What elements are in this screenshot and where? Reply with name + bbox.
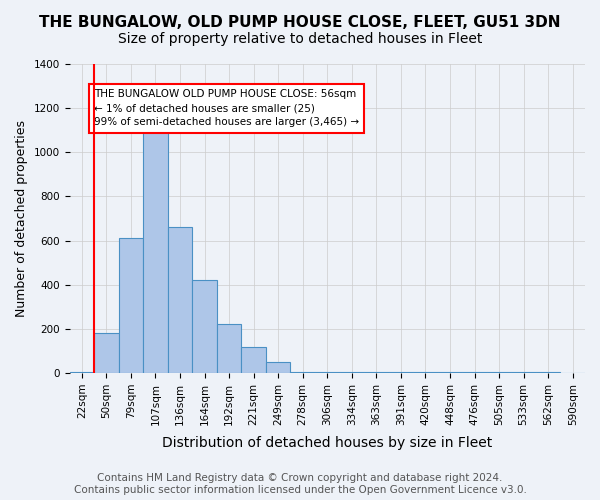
Y-axis label: Number of detached properties: Number of detached properties: [15, 120, 28, 317]
Bar: [340, 372, 364, 373]
Bar: [290, 372, 315, 373]
Bar: [487, 372, 511, 373]
Text: THE BUNGALOW, OLD PUMP HOUSE CLOSE, FLEET, GU51 3DN: THE BUNGALOW, OLD PUMP HOUSE CLOSE, FLEE…: [39, 15, 561, 30]
Bar: [143, 128, 168, 373]
Text: Contains HM Land Registry data © Crown copyright and database right 2024.
Contai: Contains HM Land Registry data © Crown c…: [74, 474, 526, 495]
Text: THE BUNGALOW OLD PUMP HOUSE CLOSE: 56sqm
← 1% of detached houses are smaller (25: THE BUNGALOW OLD PUMP HOUSE CLOSE: 56sqm…: [94, 90, 359, 128]
X-axis label: Distribution of detached houses by size in Fleet: Distribution of detached houses by size …: [162, 436, 493, 450]
Bar: [438, 372, 462, 373]
Bar: [315, 372, 340, 373]
Bar: [241, 346, 266, 373]
Bar: [389, 372, 413, 373]
Bar: [462, 372, 487, 373]
Bar: [94, 334, 119, 373]
Bar: [70, 372, 94, 373]
Bar: [192, 280, 217, 373]
Bar: [511, 372, 536, 373]
Bar: [119, 238, 143, 373]
Bar: [217, 324, 241, 373]
Bar: [364, 372, 389, 373]
Text: Size of property relative to detached houses in Fleet: Size of property relative to detached ho…: [118, 32, 482, 46]
Bar: [168, 228, 192, 373]
Bar: [266, 362, 290, 373]
Bar: [536, 372, 560, 373]
Bar: [413, 372, 438, 373]
